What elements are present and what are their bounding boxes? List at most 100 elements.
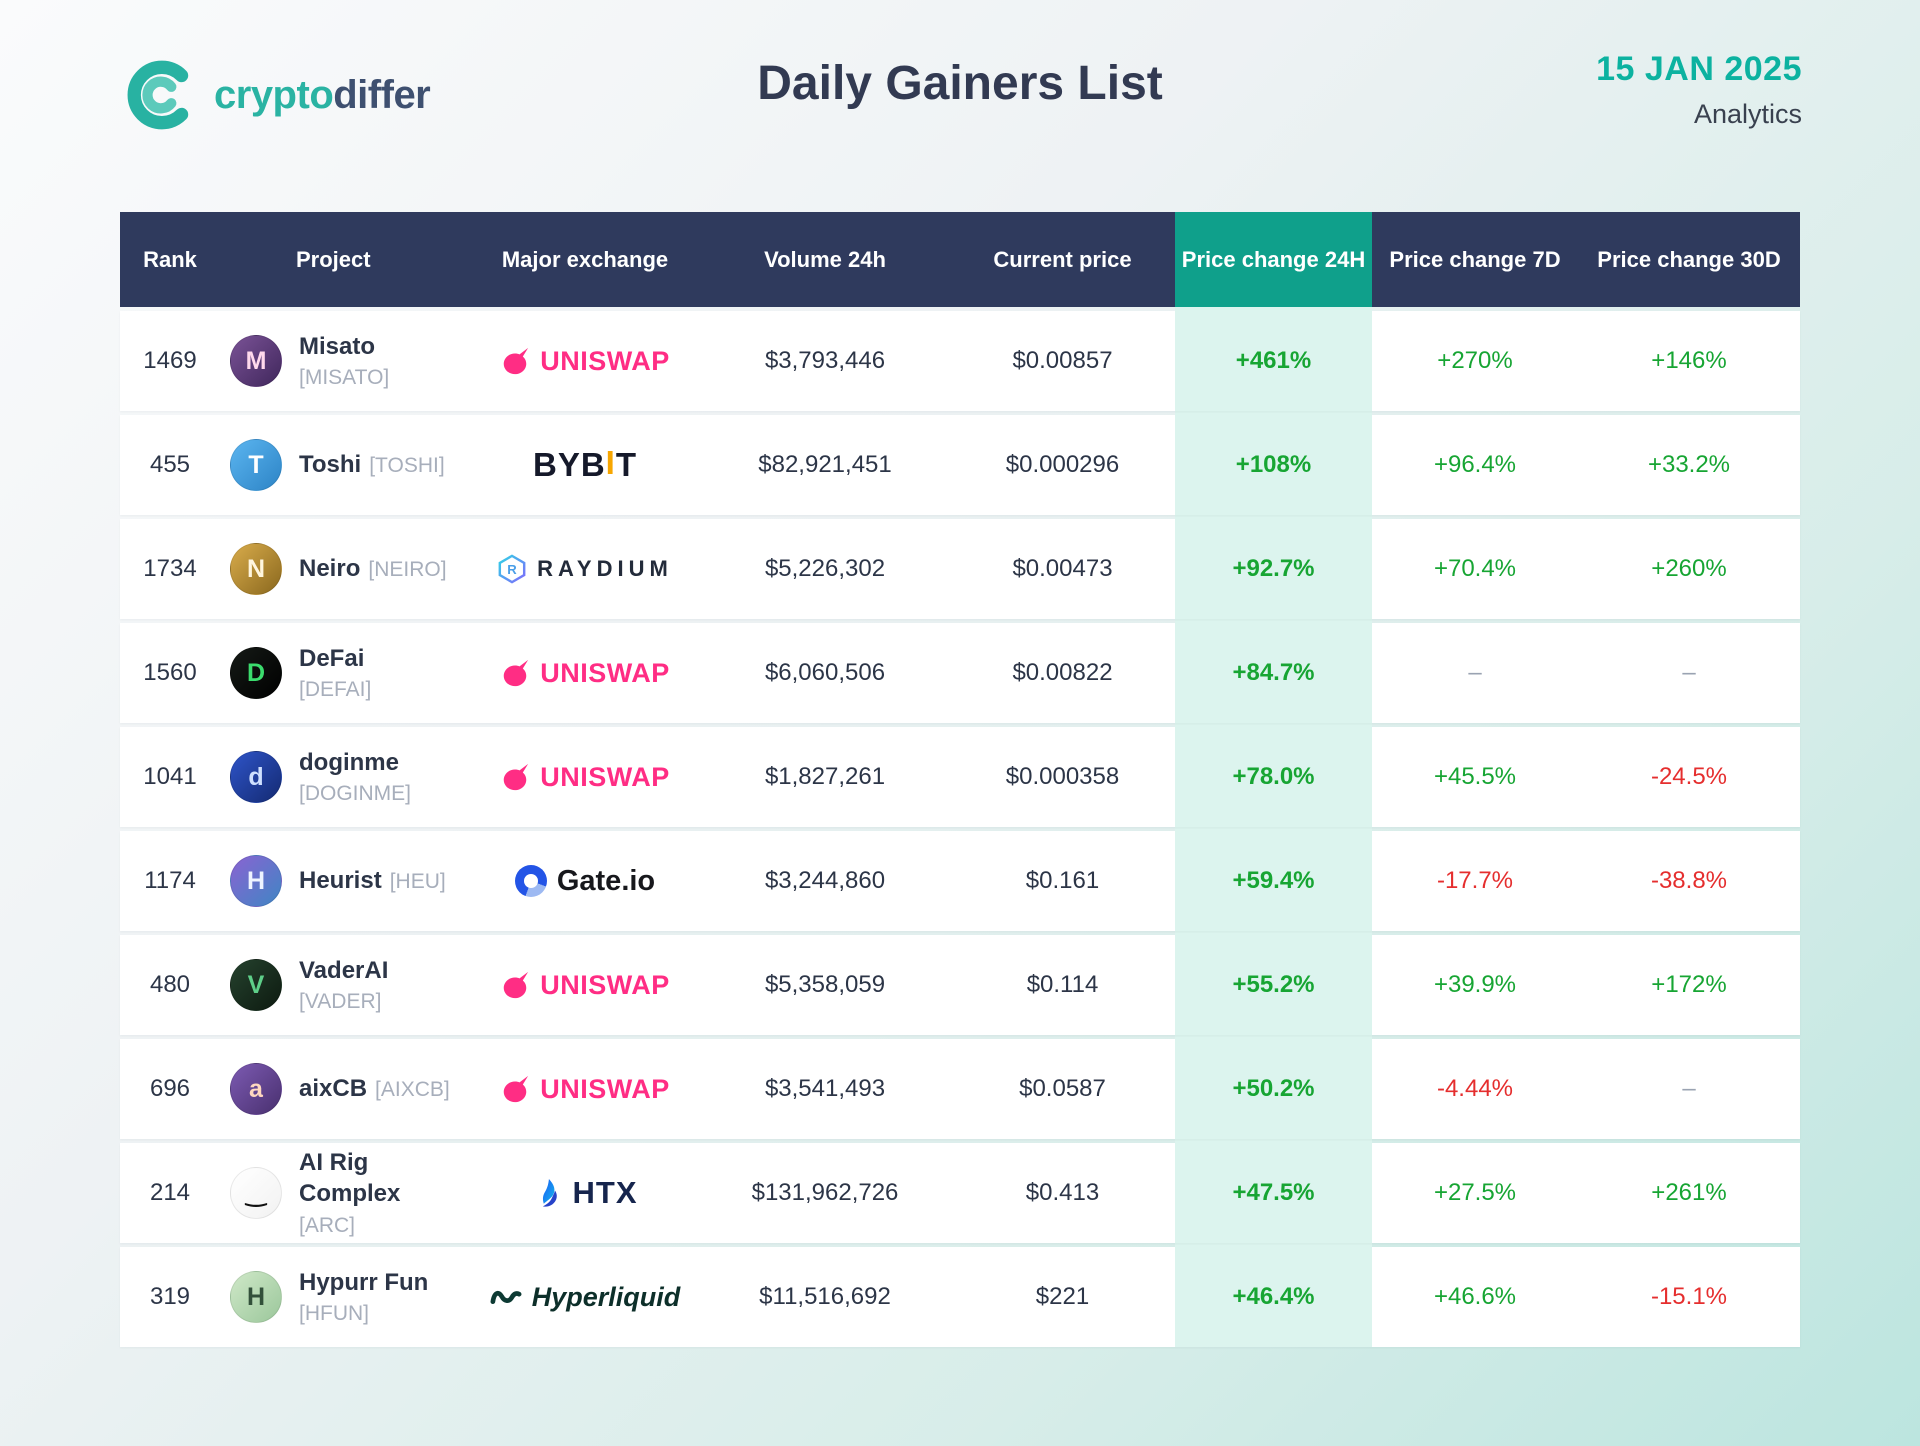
change-24h-cell: +59.4% bbox=[1175, 831, 1372, 931]
date-block: 15 JAN 2025 Analytics bbox=[1596, 50, 1802, 130]
price-cell: $0.0587 bbox=[1019, 1075, 1106, 1102]
exchange-cell: R RAYDIUM bbox=[470, 519, 700, 619]
avatar-glyph: H bbox=[246, 1282, 266, 1311]
col-header-change-24h: Price change 24H bbox=[1175, 212, 1372, 307]
project-cell: H Heurist [HEU] bbox=[220, 831, 470, 931]
project-cell: d doginme [DOGINME] bbox=[220, 727, 470, 827]
change-7d-cell: +96.4% bbox=[1433, 451, 1517, 478]
project-avatar: ‿ bbox=[230, 1167, 282, 1219]
project-avatar: T bbox=[230, 439, 282, 491]
gainers-table: Rank Project Major exchange Volume 24h C… bbox=[120, 212, 1800, 1347]
avatar-glyph: M bbox=[245, 346, 267, 375]
change-30d-cell: -15.1% bbox=[1650, 1283, 1728, 1310]
exchange-logo-bybit: BYB I T bbox=[532, 444, 638, 484]
volume-cell: $5,358,059 bbox=[764, 971, 886, 998]
project-avatar: V bbox=[230, 959, 282, 1011]
rank-cell: 214 bbox=[149, 1179, 191, 1206]
project-name-wrap: Neiro [NEIRO] bbox=[299, 553, 447, 584]
change-7d-cell: +27.5% bbox=[1433, 1179, 1517, 1206]
project-avatar: D bbox=[230, 647, 282, 699]
project-ticker: [TOSHI] bbox=[369, 454, 445, 478]
project-name-wrap: VaderAI [VADER] bbox=[299, 955, 388, 1015]
project-name-wrap: AI Rig Complex [ARC] bbox=[299, 1147, 470, 1239]
avatar-glyph: D bbox=[246, 658, 266, 687]
volume-cell: $3,244,860 bbox=[764, 867, 886, 894]
change-24h-cell: +55.2% bbox=[1175, 935, 1372, 1035]
volume-cell: $11,516,692 bbox=[759, 1283, 891, 1310]
project-ticker: [HEU] bbox=[389, 870, 446, 894]
exchange-cell: UNISWAP bbox=[470, 935, 700, 1035]
project-ticker: [MISATO] bbox=[299, 365, 390, 389]
project-name: doginme bbox=[299, 748, 399, 776]
volume-cell: $1,827,261 bbox=[764, 763, 886, 790]
project-name-wrap: Hypurr Fun [HFUN] bbox=[299, 1267, 428, 1327]
rank-cell: 1174 bbox=[144, 867, 196, 894]
change-7d-cell: +45.5% bbox=[1433, 763, 1517, 790]
project-ticker: [AIXCB] bbox=[375, 1078, 450, 1102]
avatar-glyph: N bbox=[246, 554, 266, 583]
hyperliquid-icon bbox=[490, 1282, 522, 1312]
project-avatar: H bbox=[230, 855, 282, 907]
price-cell: $0.000358 bbox=[1005, 763, 1120, 790]
exchange-logo-uniswap: UNISWAP bbox=[500, 346, 670, 377]
htx-flame-icon bbox=[533, 1177, 563, 1209]
rank-cell: 1041 bbox=[143, 763, 197, 790]
rank-cell: 1734 bbox=[143, 555, 197, 582]
project-name: Hypurr Fun bbox=[299, 1268, 429, 1296]
change-24h-cell: +78.0% bbox=[1175, 727, 1372, 827]
volume-cell: $131,962,726 bbox=[751, 1179, 899, 1206]
exchange-label: UNISWAP bbox=[540, 657, 670, 688]
volume-cell: $5,226,302 bbox=[764, 555, 886, 582]
exchange-label: Gate.io bbox=[556, 864, 656, 897]
rank-cell: 1469 bbox=[143, 347, 197, 374]
table-row: 1560 D DeFai [DEFAI] UNISWAP $6,060,506 $… bbox=[120, 623, 1800, 723]
exchange-cell: Hyperliquid bbox=[470, 1247, 700, 1347]
change-7d-cell: -4.44% bbox=[1436, 1075, 1514, 1102]
gateio-icon bbox=[514, 865, 547, 897]
table-row: 319 H Hypurr Fun [HFUN] Hyperliquid $11,5… bbox=[120, 1247, 1800, 1347]
exchange-label: T bbox=[615, 446, 638, 483]
change-30d-cell: +146% bbox=[1651, 347, 1727, 374]
svg-text:R: R bbox=[507, 562, 517, 577]
project-name: Neiro bbox=[299, 555, 361, 583]
col-header-volume: Volume 24h bbox=[764, 246, 886, 272]
change-24h-cell: +50.2% bbox=[1175, 1039, 1372, 1139]
project-cell: M Misato [MISATO] bbox=[220, 311, 470, 411]
table-row: 1734 N Neiro [NEIRO] R RAYDIUM $5,226,302… bbox=[120, 519, 1800, 619]
project-cell: V VaderAI [VADER] bbox=[220, 935, 470, 1035]
col-header-change-7d: Price change 7D bbox=[1389, 246, 1561, 272]
exchange-label: UNISWAP bbox=[540, 1073, 670, 1104]
change-24h-cell: +84.7% bbox=[1175, 623, 1372, 723]
project-name: Misato bbox=[299, 332, 376, 360]
rank-cell: 455 bbox=[149, 451, 191, 478]
project-cell: ‿ AI Rig Complex [ARC] bbox=[220, 1143, 470, 1243]
project-name: aixCB bbox=[299, 1075, 368, 1103]
col-header-exchange: Major exchange bbox=[501, 246, 669, 272]
project-ticker: [DEFAI] bbox=[299, 677, 372, 701]
project-name: Heurist bbox=[299, 867, 382, 895]
exchange-label: BYB bbox=[532, 446, 606, 483]
change-24h-cell: +461% bbox=[1175, 311, 1372, 411]
exchange-logo-uniswap: UNISWAP bbox=[500, 658, 670, 689]
rank-cell: 1560 bbox=[143, 659, 197, 686]
project-cell: a aixCB [AIXCB] bbox=[220, 1039, 470, 1139]
project-avatar: M bbox=[230, 335, 282, 387]
change-30d-cell: +172% bbox=[1651, 971, 1727, 998]
price-cell: $0.114 bbox=[1026, 971, 1099, 998]
project-cell: T Toshi [TOSHI] bbox=[220, 415, 470, 515]
price-cell: $0.000296 bbox=[1005, 451, 1120, 478]
avatar-glyph: d bbox=[248, 762, 264, 791]
col-header-price: Current price bbox=[993, 246, 1132, 272]
volume-cell: $6,060,506 bbox=[764, 659, 886, 686]
exchange-logo-hyperliquid: Hyperliquid bbox=[490, 1282, 680, 1313]
project-name: DeFai bbox=[299, 644, 365, 672]
exchange-label: UNISWAP bbox=[540, 345, 670, 376]
project-ticker: [VADER] bbox=[299, 989, 382, 1013]
price-cell: $0.413 bbox=[1025, 1179, 1100, 1206]
change-7d-cell: +70.4% bbox=[1433, 555, 1517, 582]
brand-part-differ: differ bbox=[333, 72, 431, 117]
price-cell: $0.00473 bbox=[1012, 555, 1113, 582]
project-ticker: [NEIRO] bbox=[368, 558, 447, 582]
rank-cell: 480 bbox=[149, 971, 191, 998]
exchange-cell: HTX bbox=[470, 1143, 700, 1243]
